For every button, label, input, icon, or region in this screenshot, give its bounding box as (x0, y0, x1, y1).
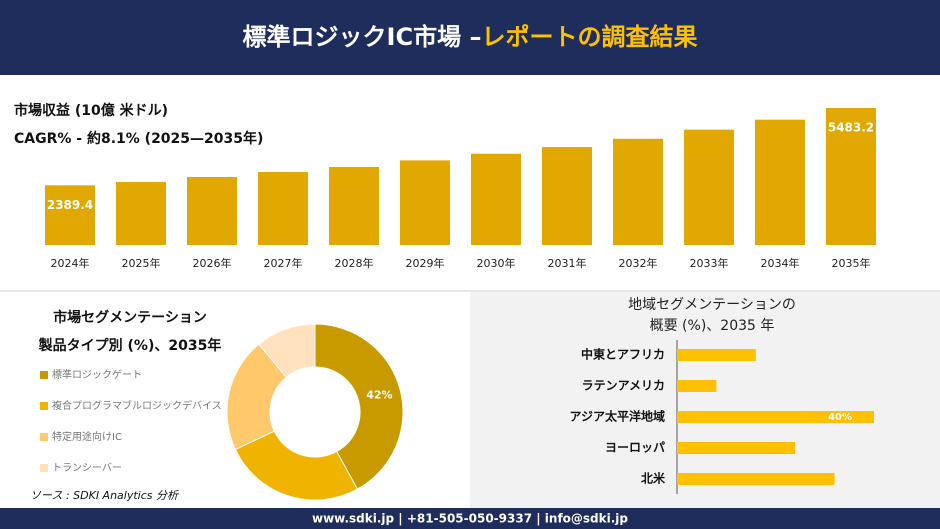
x-tick-label: 2026年 (193, 256, 232, 270)
header-title: 標準ロジックIC市場 –レポートの調査結果 (243, 23, 698, 51)
legend-swatch (40, 433, 48, 441)
x-tick-label: 2027年 (264, 256, 303, 270)
legend-label: トランシーバー (52, 462, 122, 474)
x-tick-label: 2033年 (690, 256, 729, 270)
bar (684, 129, 734, 245)
y-tick-label: 中東とアフリカ (581, 347, 665, 362)
header-band (0, 0, 940, 75)
x-tick-label: 2035年 (832, 256, 871, 270)
bar (400, 160, 450, 245)
x-tick-label: 2029年 (406, 256, 445, 270)
bar (187, 176, 237, 245)
title-main: 標準ロジックIC市場 – (243, 23, 482, 51)
donut-slice (314, 323, 404, 490)
y-tick-label: ラテンアメリカ (582, 379, 665, 393)
donut-slice (234, 430, 359, 501)
bar (677, 442, 796, 454)
bar (116, 181, 166, 245)
source: ソース : SDKI Analytics 分析 (30, 489, 180, 502)
x-tick-label: 2028年 (335, 256, 374, 270)
bar (471, 153, 521, 245)
bar (329, 167, 379, 245)
value-label: 5483.2 (828, 121, 874, 135)
title-highlight: レポートの調査結果 (481, 23, 697, 51)
y-tick-label: アジア太平洋地域 (569, 409, 665, 424)
chart-title: 地域セグメンテーションの (628, 297, 796, 313)
y-tick-label: ヨーロッパ (605, 441, 665, 455)
bar (677, 411, 874, 423)
value-label: 42% (366, 388, 392, 401)
x-tick-label: 2034年 (761, 256, 800, 270)
x-tick-label: 2032年 (619, 256, 658, 270)
footer-band (0, 508, 940, 529)
right-panel (470, 292, 940, 508)
bar (677, 349, 756, 361)
bar (677, 380, 717, 392)
donut-slice (258, 323, 316, 379)
x-tick-label: 2031年 (548, 256, 587, 270)
value-label: 40% (828, 412, 852, 423)
chart-subtitle: 概要 (%)、2035 年 (650, 318, 775, 334)
bar (258, 172, 308, 245)
legend-swatch (40, 402, 48, 410)
bar (613, 138, 663, 245)
y-tick-label: 北米 (641, 471, 666, 486)
x-tick-label: 2030年 (477, 256, 516, 270)
legend-swatch (40, 464, 48, 472)
chart-title: 市場セグメンテーション (53, 309, 207, 326)
bar (826, 108, 876, 245)
legend-label: 標準ロジックゲート (52, 368, 142, 381)
value-label: 2389.4 (47, 198, 93, 212)
legend-label: 複合プログラマブルロジックデバイス (52, 399, 222, 412)
bar (677, 473, 835, 485)
footer: www.sdki.jp | +81-505-050-9337 | info@sd… (312, 512, 628, 526)
chart-subtitle: CAGR% - 約8.1% (2025—2035年) (14, 130, 263, 147)
legend-swatch (40, 371, 48, 379)
chart-subtitle: 製品タイプ別 (%)、2035年 (38, 337, 222, 354)
legend-label: 特定用途向けIC (52, 430, 122, 443)
bar (542, 147, 592, 245)
bar (755, 119, 805, 245)
bar (45, 185, 95, 245)
chart-title: 市場収益 (10億 米ドル) (14, 102, 168, 119)
x-tick-label: 2024年 (51, 256, 90, 270)
x-tick-label: 2025年 (122, 256, 161, 270)
